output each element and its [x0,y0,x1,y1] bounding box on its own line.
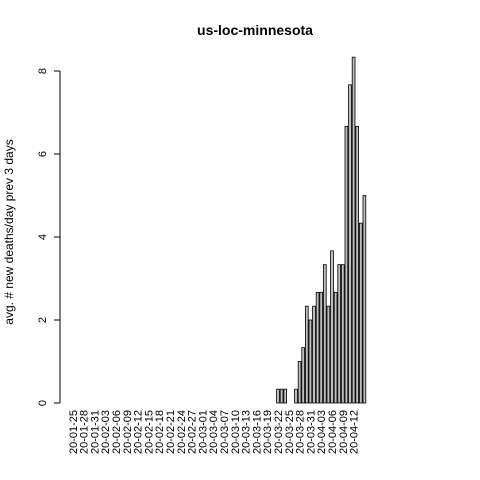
bar [308,319,313,404]
x-tick-label: 20-03-07 [219,410,231,454]
x-tick-label: 20-03-04 [208,410,220,454]
x-tick-label: 20-02-09 [122,410,134,454]
x-tick-label: 20-03-19 [262,410,274,454]
bar [312,305,316,404]
bar [315,291,320,404]
bar [297,361,302,404]
x-tick-label: 20-01-25 [68,410,80,454]
y-axis-title: avg. # new deaths/day prev 3 days [2,139,16,324]
x-tick-label: 20-04-12 [349,410,361,454]
x-tick-label: 20-03-22 [273,410,285,454]
y-tick-label: 8 [37,68,49,74]
bar [330,250,334,404]
bar [326,305,331,404]
bar [348,84,352,404]
bar [333,291,338,404]
x-tick-label: 20-03-31 [305,410,317,454]
bar [358,222,363,404]
x-tick-label: 20-02-15 [143,410,155,454]
bar [294,388,298,404]
x-tick-label: 20-02-21 [165,410,177,454]
bar [283,388,287,404]
x-tick-label: 20-02-12 [133,410,145,454]
bar [362,195,367,404]
y-tick-label: 2 [37,317,49,323]
bar [322,264,327,404]
bar [340,264,345,404]
bar [337,264,341,404]
bar [301,347,305,404]
x-tick-label: 20-02-24 [176,410,188,454]
x-tick-label: 20-02-03 [100,410,112,454]
bars [276,56,367,404]
x-tick-label: 20-03-25 [284,410,296,454]
x-tick-label: 20-02-18 [154,410,166,454]
bar [355,125,359,404]
x-tick-label: 20-03-28 [295,410,307,454]
x-tick-label: 20-04-09 [338,410,350,454]
y-tick-label: 0 [37,400,49,406]
y-tick-label: 4 [37,234,49,240]
x-tick-label: 20-03-10 [230,410,242,454]
x-tick-label: 20-03-13 [241,410,253,454]
y-tick-label: 6 [37,151,49,157]
x-tick-label: 20-03-01 [197,410,209,454]
x-tick-label: 20-03-16 [251,410,263,454]
bar [319,291,323,404]
bar [276,388,280,404]
x-tick-label: 20-01-28 [79,410,91,454]
chart-title: us-loc-minnesota [197,22,313,38]
bar [279,388,284,404]
x-tick-label: 20-04-03 [316,410,328,454]
bar [304,305,309,404]
x-tick-label: 20-02-06 [111,410,123,454]
x-axis-labels: 20-01-2520-01-2820-01-3120-02-0320-02-06… [68,410,361,454]
x-tick-label: 20-04-06 [327,410,339,454]
y-axis: 0 2 4 6 8 [37,68,61,406]
x-tick-label: 20-02-27 [187,410,199,454]
x-tick-label: 20-01-31 [89,410,101,454]
bar [344,125,349,404]
bar [351,56,356,404]
